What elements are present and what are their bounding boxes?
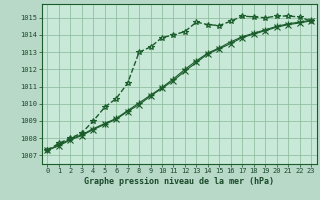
X-axis label: Graphe pression niveau de la mer (hPa): Graphe pression niveau de la mer (hPa) — [84, 177, 274, 186]
